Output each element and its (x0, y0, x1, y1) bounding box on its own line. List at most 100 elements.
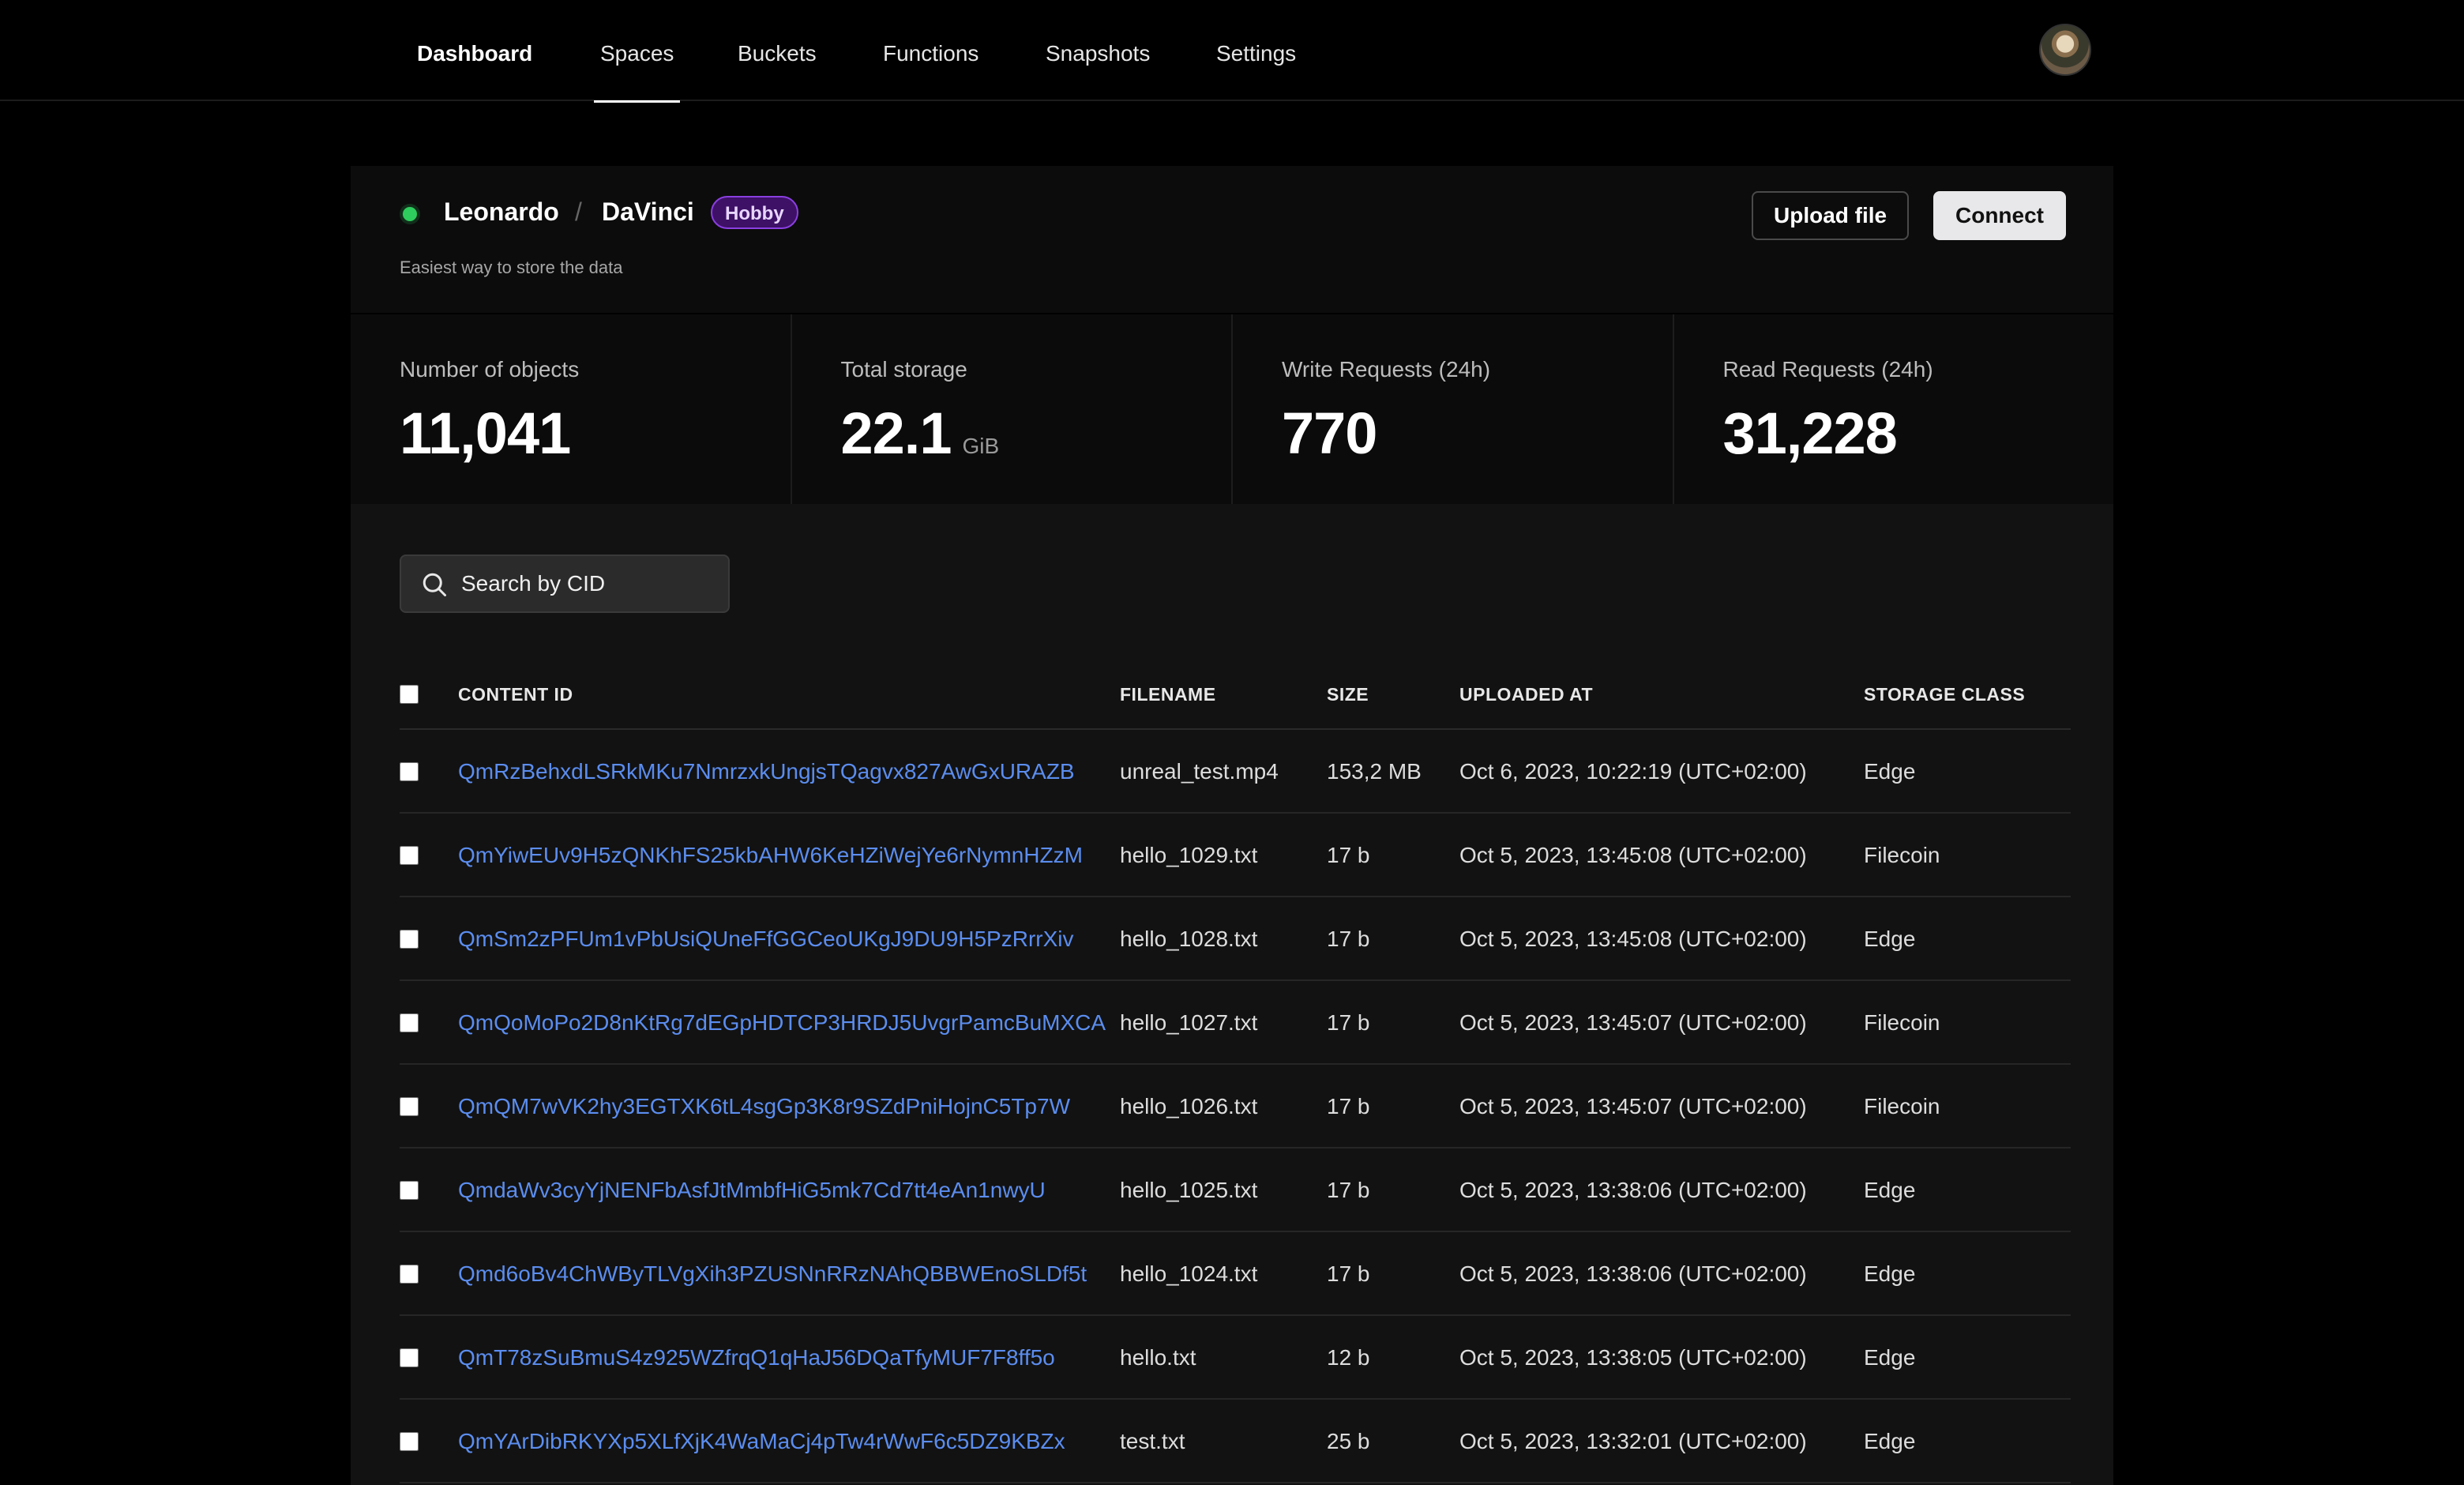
cell-size: 17 b (1327, 843, 1370, 867)
table-row[interactable]: QmRzBehxdLSRkMKu7NmrzxkUngjsTQagvx827AwG… (400, 730, 2071, 814)
breadcrumb-owner[interactable]: Leonardo (444, 197, 559, 226)
nav-spaces[interactable]: Spaces (593, 0, 681, 103)
stat-objects: Number of objects 11,041 (351, 314, 792, 504)
cell-cid[interactable]: QmQoMoPo2D8nKtRg7dEGpHDTCP3HRDJ5UvgrPamc… (458, 1010, 1106, 1035)
cell-storage-class: Edge (1864, 927, 1916, 951)
row-checkbox[interactable] (400, 1181, 419, 1200)
cell-filename: unreal_test.mp4 (1120, 759, 1279, 784)
column-header-size[interactable]: SIZE (1327, 684, 1369, 705)
breadcrumb-separator: / (575, 197, 582, 226)
row-checkbox[interactable] (400, 846, 419, 865)
cell-storage-class: Edge (1864, 1345, 1916, 1370)
cell-uploaded-at: Oct 5, 2023, 13:38:06 (UTC+02:00) (1459, 1261, 1807, 1286)
cell-storage-class: Filecoin (1864, 843, 1940, 867)
cell-cid[interactable]: QmSm2zPFUm1vPbUsiQUneFfGGCeoUKgJ9DU9H5Pz… (458, 927, 1074, 951)
cell-storage-class: Filecoin (1864, 1010, 1940, 1035)
cell-uploaded-at: Oct 6, 2023, 10:22:19 (UTC+02:00) (1459, 759, 1807, 784)
cell-size: 153,2 MB (1327, 759, 1422, 784)
cell-filename: hello_1025.txt (1120, 1178, 1258, 1202)
cell-filename: hello_1029.txt (1120, 843, 1258, 867)
table-row[interactable]: QmSm2zPFUm1vPbUsiQUneFfGGCeoUKgJ9DU9H5Pz… (400, 897, 2071, 981)
table-row[interactable]: Qmd6oBv4ChWByTLVgXih3PZUSNnRRzNAhQBBWEno… (400, 1232, 2071, 1316)
status-indicator (403, 207, 417, 221)
cell-size: 12 b (1327, 1345, 1370, 1370)
cell-size: 17 b (1327, 1261, 1370, 1286)
row-checkbox[interactable] (400, 1013, 419, 1032)
cell-size: 25 b (1327, 1429, 1370, 1453)
column-header-cid[interactable]: CONTENT ID (458, 684, 573, 705)
cell-cid[interactable]: QmT78zSuBmuS4z925WZfrqQ1qHaJ56DQaTfyMUF7… (458, 1345, 1055, 1370)
cell-filename: hello_1026.txt (1120, 1094, 1258, 1118)
top-nav: Dashboard Spaces Buckets Functions Snaps… (0, 0, 2464, 103)
objects-panel: CONTENT ID FILENAME SIZE UPLOADED AT STO… (351, 504, 2113, 1485)
nav-dashboard[interactable]: Dashboard (417, 41, 533, 66)
cell-uploaded-at: Oct 5, 2023, 13:45:08 (UTC+02:00) (1459, 843, 1807, 867)
cell-filename: hello_1028.txt (1120, 927, 1258, 951)
row-checkbox[interactable] (400, 1097, 419, 1116)
table-header: CONTENT ID FILENAME SIZE UPLOADED AT STO… (400, 659, 2071, 730)
select-all-checkbox[interactable] (400, 685, 419, 704)
nav-buckets[interactable]: Buckets (738, 41, 817, 66)
row-checkbox[interactable] (400, 930, 419, 949)
stat-write-requests: Write Requests (24h) 770 (1233, 314, 1674, 504)
column-header-uploaded[interactable]: UPLOADED AT (1459, 684, 1594, 705)
cell-storage-class: Filecoin (1864, 1094, 1940, 1118)
stats-row: Number of objects 11,041 Total storage 2… (351, 314, 2113, 504)
plan-badge: Hobby (711, 196, 798, 229)
stat-value: 770 (1282, 400, 1377, 466)
row-checkbox[interactable] (400, 1348, 419, 1367)
space-header: Leonardo / DaVinci Hobby Easiest way to … (351, 166, 2113, 313)
stat-unit: GiB (962, 434, 1000, 458)
cell-uploaded-at: Oct 5, 2023, 13:45:07 (UTC+02:00) (1459, 1094, 1807, 1118)
table-row[interactable]: QmT78zSuBmuS4z925WZfrqQ1qHaJ56DQaTfyMUF7… (400, 1316, 2071, 1400)
nav-settings[interactable]: Settings (1216, 41, 1297, 66)
table-row[interactable]: QmdaWv3cyYjNENFbAsfJtMmbfHiG5mk7Cd7tt4eA… (400, 1149, 2071, 1232)
cell-cid[interactable]: QmdaWv3cyYjNENFbAsfJtMmbfHiG5mk7Cd7tt4eA… (458, 1178, 1046, 1202)
cell-storage-class: Edge (1864, 759, 1916, 784)
cell-cid[interactable]: QmYiwEUv9H5zQNKhFS25kbAHW6KeHZiWejYe6rNy… (458, 843, 1083, 867)
stat-label: Total storage (840, 357, 967, 382)
cell-cid[interactable]: QmYArDibRKYXp5XLfXjK4WaMaCj4pTw4rWwF6c5D… (458, 1429, 1065, 1453)
column-header-filename[interactable]: FILENAME (1120, 684, 1216, 705)
cell-size: 17 b (1327, 1178, 1370, 1202)
row-checkbox[interactable] (400, 1265, 419, 1284)
upload-file-button[interactable]: Upload file (1752, 191, 1910, 240)
connect-button[interactable]: Connect (1933, 191, 2066, 240)
cell-size: 17 b (1327, 927, 1370, 951)
row-checkbox[interactable] (400, 762, 419, 781)
stat-storage: Total storage 22.1 GiB (791, 314, 1233, 504)
nav-functions[interactable]: Functions (883, 41, 979, 66)
cell-size: 17 b (1327, 1010, 1370, 1035)
row-checkbox[interactable] (400, 1432, 419, 1451)
table-row[interactable]: QmYArDibRKYXp5XLfXjK4WaMaCj4pTw4rWwF6c5D… (400, 1400, 2071, 1483)
cell-cid[interactable]: QmQM7wVK2hy3EGTXK6tL4sgGp3K8r9SZdPniHojn… (458, 1094, 1070, 1118)
breadcrumb-space[interactable]: DaVinci (602, 197, 694, 226)
stat-read-requests: Read Requests (24h) 31,228 (1673, 314, 2113, 504)
cell-filename: hello.txt (1120, 1345, 1196, 1370)
nav-snapshots[interactable]: Snapshots (1046, 41, 1151, 66)
cell-cid[interactable]: QmRzBehxdLSRkMKu7NmrzxkUngjsTQagvx827AwG… (458, 759, 1075, 784)
column-header-storage[interactable]: STORAGE CLASS (1864, 684, 2026, 705)
table-row[interactable]: QmQoMoPo2D8nKtRg7dEGpHDTCP3HRDJ5UvgrPamc… (400, 981, 2071, 1065)
cell-uploaded-at: Oct 5, 2023, 13:38:06 (UTC+02:00) (1459, 1178, 1807, 1202)
stat-label: Read Requests (24h) (1722, 357, 1933, 382)
cell-size: 17 b (1327, 1094, 1370, 1118)
avatar[interactable] (2039, 24, 2091, 76)
search-box[interactable] (400, 555, 730, 613)
cell-uploaded-at: Oct 5, 2023, 13:45:08 (UTC+02:00) (1459, 927, 1807, 951)
cell-uploaded-at: Oct 5, 2023, 13:38:05 (UTC+02:00) (1459, 1345, 1807, 1370)
stat-value: 11,041 (400, 400, 571, 466)
stat-value: 31,228 (1722, 400, 1898, 466)
table-row[interactable]: QmYiwEUv9H5zQNKhFS25kbAHW6KeHZiWejYe6rNy… (400, 814, 2071, 897)
cell-filename: test.txt (1120, 1429, 1185, 1453)
space-subtitle: Easiest way to store the data (400, 258, 623, 277)
cell-uploaded-at: Oct 5, 2023, 13:32:01 (UTC+02:00) (1459, 1429, 1807, 1453)
table-row[interactable]: QmQM7wVK2hy3EGTXK6tL4sgGp3K8r9SZdPniHojn… (400, 1065, 2071, 1149)
cell-cid[interactable]: Qmd6oBv4ChWByTLVgXih3PZUSNnRRzNAhQBBWEno… (458, 1261, 1087, 1286)
cell-storage-class: Edge (1864, 1261, 1916, 1286)
cell-storage-class: Edge (1864, 1178, 1916, 1202)
search-icon (423, 573, 446, 596)
search-input[interactable] (461, 556, 714, 611)
cell-storage-class: Edge (1864, 1429, 1916, 1453)
stat-value: 22.1 GiB (840, 400, 1000, 466)
